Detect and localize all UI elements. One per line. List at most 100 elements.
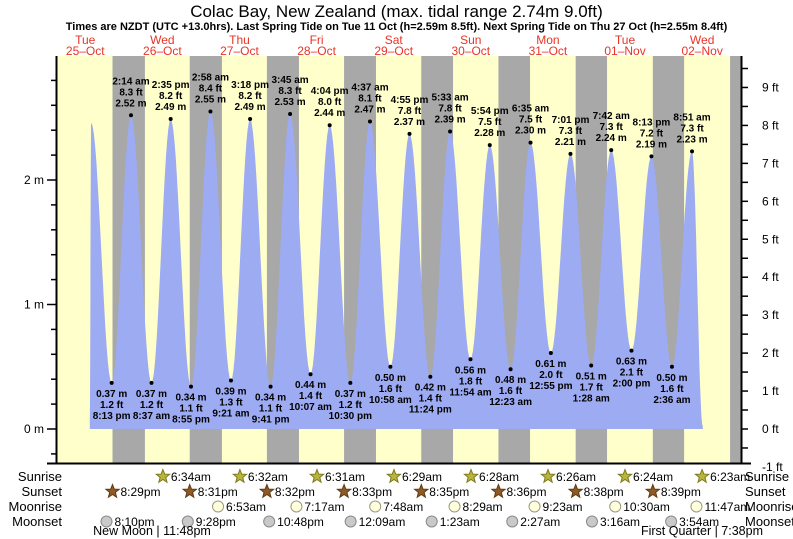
low-tide-m: 0.42 m	[415, 383, 446, 394]
sunset-entry: 8:36pm	[490, 483, 546, 499]
high-tide-dot	[407, 131, 412, 136]
high-tide-dot	[288, 112, 293, 117]
low-tide-m: 0.56 m	[455, 365, 486, 376]
high-tide-dot	[690, 149, 695, 154]
sunrise-row-label-left: Sunrise	[18, 469, 62, 484]
high-tide-label: 2:35 pm8.2 ft2.49 m	[152, 80, 190, 113]
day-label-date: 01–Nov	[604, 44, 645, 58]
moonrise-time: 8:29am	[463, 500, 503, 514]
low-tide-ft: 1.6 ft	[499, 386, 523, 397]
sunrise-time: 6:29am	[402, 470, 442, 484]
moon-phase-label: First Quarter | 7:38pm	[641, 524, 763, 538]
sunset-entry: 8:31pm	[181, 483, 238, 499]
sunset-star-icon	[104, 483, 121, 499]
low-tide-dot	[589, 363, 594, 368]
moonrise-moon-icon	[290, 500, 303, 513]
day-label-date: 27–Oct	[220, 44, 259, 58]
high-tide-dot	[448, 129, 453, 134]
moon-phase-label: New Moon | 11:48pm	[93, 524, 211, 538]
low-tide-time: 10:07 am	[289, 402, 332, 413]
high-tide-ft: 8.3 ft	[278, 86, 302, 97]
high-tide-time: 2:14 am	[112, 76, 149, 87]
low-tide-time: 8:55 pm	[172, 415, 210, 426]
high-tide-ft: 7.3 ft	[559, 126, 583, 137]
day-label-dow: Fri	[310, 33, 324, 47]
high-tide-ft: 7.3 ft	[600, 122, 624, 133]
tide-area	[89, 111, 703, 429]
moonrise-moon-icon	[212, 500, 225, 513]
low-tide-m: 0.37 m	[96, 389, 127, 400]
sunrise-entry: 6:24am	[617, 468, 673, 484]
moonrise-time: 7:48am	[383, 500, 423, 514]
low-tide-label: 0.50 m1.6 ft2:36 am	[653, 373, 690, 406]
high-tide-label: 7:01 pm7.3 ft2.21 m	[552, 115, 590, 148]
sunrise-entry: 6:26am	[540, 468, 596, 484]
high-tide-dot	[487, 143, 492, 148]
moonset-time: 9:28pm	[196, 515, 236, 529]
moonrise-moon-icon	[690, 500, 703, 513]
high-tide-label: 5:33 am7.8 ft2.39 m	[431, 92, 468, 125]
sunrise-star-icon	[385, 468, 402, 484]
high-tide-dot	[528, 140, 533, 145]
ft-axis-label: 4 ft	[762, 270, 779, 284]
high-tide-label: 4:55 pm7.8 ft2.37 m	[391, 95, 429, 128]
low-tide-dot	[468, 357, 473, 362]
low-tide-ft: 1.4 ft	[299, 391, 323, 402]
high-tide-ft: 8.0 ft	[318, 97, 342, 108]
moonset-time: 2:27am	[520, 515, 560, 529]
moonset-time: 1:23am	[440, 515, 480, 529]
low-tide-dot	[508, 367, 513, 372]
high-tide-dot	[327, 123, 332, 128]
moonrise-row-label-right: Moonrise	[745, 499, 793, 514]
low-tide-dot	[109, 380, 114, 385]
high-tide-time: 2:58 am	[192, 73, 229, 84]
high-tide-label: 5:54 pm7.5 ft2.28 m	[471, 106, 509, 139]
sunset-entry: 8:29pm	[104, 483, 161, 499]
low-tide-label: 0.51 m1.7 ft1:28 am	[573, 372, 610, 405]
high-tide-ft: 7.5 ft	[519, 115, 543, 126]
sunset-entry: 8:39pm	[644, 483, 701, 499]
high-tide-time: 4:37 am	[351, 82, 388, 93]
low-tide-m: 0.37 m	[335, 389, 366, 400]
sunrise-star-icon	[154, 468, 171, 484]
sunset-row-label-right: Sunset	[745, 484, 786, 499]
moonrise-row-label-left: Moonrise	[9, 499, 62, 514]
high-tide-m: 2.39 m	[435, 114, 466, 125]
sunrise-star-icon	[308, 468, 325, 484]
low-tide-time: 11:54 am	[449, 387, 491, 398]
sunset-time: 8:35pm	[429, 485, 469, 499]
low-tide-label: 0.63 m2.1 ft2:00 pm	[613, 357, 651, 390]
low-tide-time: 2:36 am	[653, 395, 690, 406]
high-tide-dot	[568, 151, 573, 156]
low-tide-ft: 1.3 ft	[219, 397, 243, 408]
ft-axis-label: 1 ft	[762, 384, 779, 398]
sunset-entry: 8:38pm	[567, 483, 624, 499]
low-tide-m: 0.61 m	[535, 359, 566, 370]
day-label-dow: Tue	[615, 33, 636, 47]
ft-axis-label: 3 ft	[762, 308, 779, 322]
low-tide-ft: 1.2 ft	[339, 400, 363, 411]
low-tide-ft: 1.7 ft	[580, 383, 604, 394]
sunrise-time: 6:32am	[248, 470, 288, 484]
moonrise-entry: 10:30am	[609, 500, 670, 514]
low-tide-ft: 1.1 ft	[259, 404, 283, 415]
sunrise-time: 6:28am	[479, 470, 519, 484]
ft-axis-label: 5 ft	[762, 232, 779, 246]
moonset-entry: 9:28pm	[181, 515, 236, 529]
moonset-time: 3:54am	[679, 515, 719, 529]
high-tide-label: 3:45 am8.3 ft2.53 m	[271, 75, 308, 108]
low-tide-dot	[548, 351, 553, 356]
low-tide-ft: 1.6 ft	[660, 384, 684, 395]
sunrise-star-icon	[463, 468, 480, 484]
high-tide-m: 2.30 m	[515, 126, 546, 137]
moonset-moon-icon	[181, 515, 194, 528]
moonrise-entry: 9:23am	[528, 500, 583, 514]
moonset-entry: 2:27am	[506, 515, 560, 529]
sunrise-star-icon	[540, 468, 557, 484]
